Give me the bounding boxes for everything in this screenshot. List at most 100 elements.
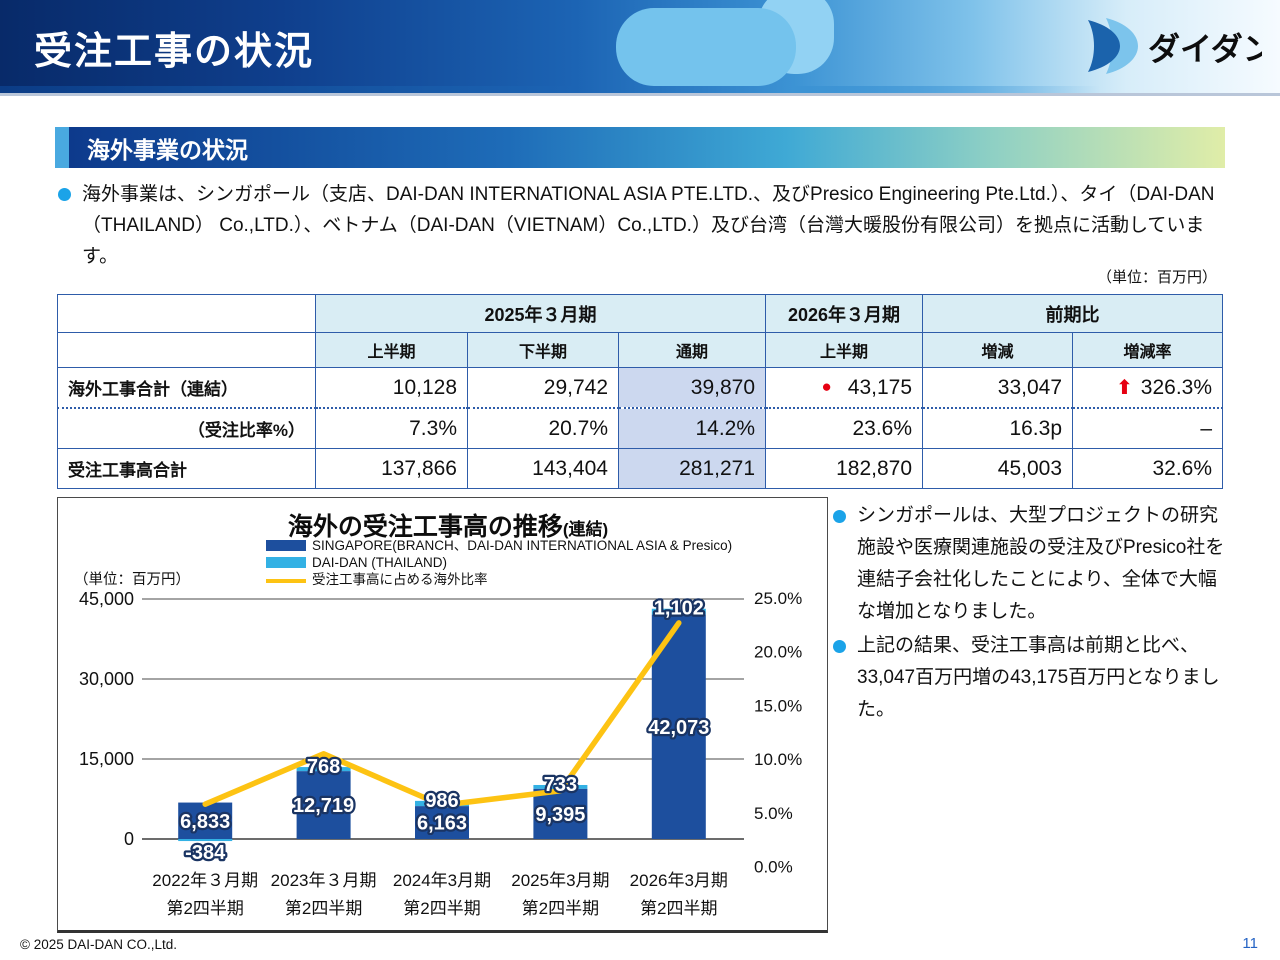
svg-text:6,833: 6,833 [180, 811, 230, 833]
cell-value: 182,870 [765, 448, 924, 489]
cell-value-highlight: ● 43,175 [765, 367, 924, 409]
svg-text:42,073: 42,073 [648, 717, 709, 739]
svg-text:-384: -384 [185, 842, 226, 864]
svg-text:15,000: 15,000 [79, 749, 134, 769]
logo-crescent-light [1106, 18, 1138, 74]
header-bottom-strip [0, 86, 1280, 93]
svg-text:45,000: 45,000 [79, 589, 134, 609]
svg-text:受注工事高に占める海外比率: 受注工事高に占める海外比率 [312, 571, 488, 587]
svg-text:第2四半期: 第2四半期 [640, 899, 717, 918]
subhead-h1-2026: 上半期 [765, 332, 924, 368]
svg-text:12,719: 12,719 [293, 795, 354, 817]
cell-value-rate: ⬆ 326.3% [1072, 367, 1224, 409]
cell-value: 16.3p [922, 407, 1074, 449]
col-group-fy2025: 2025年３月期 [314, 294, 767, 333]
note-item: 上記の結果、受注工事高は前期と比べ、33,047百万円増の43,175百万円とな… [833, 630, 1235, 726]
svg-text:海外の受注工事高の推移(連結): 海外の受注工事高の推移(連結) [288, 512, 608, 541]
cell-value: 143,404 [467, 448, 619, 489]
section-fill: 海外事業の状況 [69, 127, 1225, 168]
orders-table: 2025年３月期 2026年３月期 前期比 上半期 下半期 通期 上半期 増減 … [57, 294, 1224, 489]
cell-value: 39,870 [617, 367, 767, 409]
svg-text:0: 0 [124, 829, 134, 849]
bullet-icon [833, 640, 846, 653]
chart-svg: 45,000 30,000 15,000 0 25.0% 20.0% 15.0% 10.0% 5… [74, 512, 802, 918]
table-row-order-ratio: （受注比率%） 7.3% 20.7% 14.2% 23.6% 16.3p – [57, 407, 1224, 449]
cell-value: 7.3% [315, 407, 468, 449]
page-title: 受注工事の状況 [34, 31, 315, 73]
svg-text:733: 733 [544, 774, 577, 796]
note-item: シンガポールは、大型プロジェクトの研究施設や医療関連施設の受注及びPresico… [833, 500, 1235, 628]
svg-text:30,000: 30,000 [79, 669, 134, 689]
svg-text:SINGAPORE(BRANCH、DAI-DAN INTER: SINGAPORE(BRANCH、DAI-DAN INTERNATIONAL A… [312, 538, 732, 553]
svg-text:第2四半期: 第2四半期 [166, 899, 243, 918]
svg-text:25.0%: 25.0% [754, 589, 802, 608]
cell-value: 20.7% [467, 407, 619, 449]
subhead-h2: 下半期 [467, 332, 619, 368]
subhead-change: 増減 [922, 332, 1074, 368]
row-label: 海外工事合計（連結） [57, 367, 316, 409]
table-row-orders-grand-total: 受注工事高合計 137,866 143,404 281,271 182,870 … [57, 448, 1224, 489]
red-circle-icon: ● [821, 376, 832, 396]
svg-text:第2四半期: 第2四半期 [285, 899, 362, 918]
page-number: 11 [1242, 935, 1258, 952]
svg-text:5.0%: 5.0% [754, 804, 793, 823]
svg-text:20.0%: 20.0% [754, 643, 802, 662]
section-band: 海外事業の状況 [55, 127, 1225, 168]
svg-text:2025年3月期: 2025年3月期 [511, 871, 609, 890]
svg-text:2024年3月期: 2024年3月期 [393, 871, 491, 890]
bullet-icon [833, 510, 846, 523]
logo-crescent-dark [1088, 20, 1120, 72]
subhead-h1: 上半期 [315, 332, 468, 368]
slide-header: 受注工事の状況 ダイダン [0, 0, 1280, 96]
svg-text:DAI-DAN (THAILAND): DAI-DAN (THAILAND) [312, 555, 447, 570]
cell-value: 43,175 [847, 375, 913, 399]
notes: シンガポールは、大型プロジェクトの研究施設や医療関連施設の受注及びPresico… [833, 500, 1235, 728]
logo-text: ダイダン [1148, 31, 1262, 67]
cell-value: 281,271 [617, 448, 767, 489]
subhead-full-year: 通期 [617, 332, 767, 368]
daidan-logo: ダイダン [1088, 18, 1262, 74]
cell-value: 33,047 [922, 367, 1074, 409]
svg-text:986: 986 [425, 790, 458, 812]
svg-text:第2四半期: 第2四半期 [403, 899, 480, 918]
col-group-fy2026: 2026年３月期 [765, 294, 924, 333]
table-corner-cell [57, 294, 316, 333]
cell-value: 45,003 [922, 448, 1074, 489]
cell-value: 137,866 [315, 448, 468, 489]
note-text: シンガポールは、大型プロジェクトの研究施設や医療関連施設の受注及びPresico… [857, 505, 1225, 622]
table-row-overseas-total: 海外工事合計（連結） 10,128 29,742 39,870 ● 43,175 … [57, 367, 1224, 409]
row-label: （受注比率%） [57, 407, 316, 449]
intro-text: 海外事業は、シンガポール（支店、DAI-DAN INTERNATIONAL AS… [82, 184, 1215, 267]
svg-text:9,395: 9,395 [535, 804, 585, 826]
svg-text:2023年３月期: 2023年３月期 [271, 871, 377, 890]
svg-text:1,102: 1,102 [654, 598, 704, 620]
row-label: 受注工事高合計 [57, 448, 316, 489]
subhead-change-rate: 増減率 [1072, 332, 1224, 368]
svg-text:0.0%: 0.0% [754, 858, 793, 877]
svg-text:768: 768 [307, 756, 340, 778]
svg-text:2022年３月期: 2022年３月期 [152, 871, 258, 890]
cell-value: 32.6% [1072, 448, 1224, 489]
chart-canvas: 45,000 30,000 15,000 0 25.0% 20.0% 15.0% 10.0% 5… [58, 498, 827, 934]
header-decoration-pill [616, 8, 796, 86]
svg-text:15.0%: 15.0% [754, 696, 802, 715]
copyright: © 2025 DAI-DAN CO.,Ltd. [20, 937, 178, 952]
bullet-icon [58, 188, 71, 201]
section-accent-bar [55, 127, 69, 168]
section-heading: 海外事業の状況 [87, 136, 248, 163]
cell-value: 10,128 [315, 367, 468, 409]
cell-value: 23.6% [765, 407, 924, 449]
note-text: 上記の結果、受注工事高は前期と比べ、33,047百万円増の43,175百万円とな… [857, 635, 1220, 720]
cell-value: 29,742 [467, 367, 619, 409]
svg-text:6,163: 6,163 [417, 813, 467, 835]
overseas-orders-chart: 45,000 30,000 15,000 0 25.0% 20.0% 15.0% 10.0% 5… [57, 497, 828, 933]
unit-note: （単位：百万円） [1096, 269, 1217, 286]
svg-text:（単位：百万円）: （単位：百万円） [74, 571, 190, 588]
cell-value: – [1072, 407, 1224, 449]
svg-text:10.0%: 10.0% [754, 750, 802, 769]
up-arrow-icon: ⬆ [1116, 377, 1133, 399]
cell-value: 326.3% [1140, 376, 1213, 399]
col-group-yoy: 前期比 [922, 294, 1224, 333]
svg-text:2026年3月期: 2026年3月期 [630, 871, 728, 890]
